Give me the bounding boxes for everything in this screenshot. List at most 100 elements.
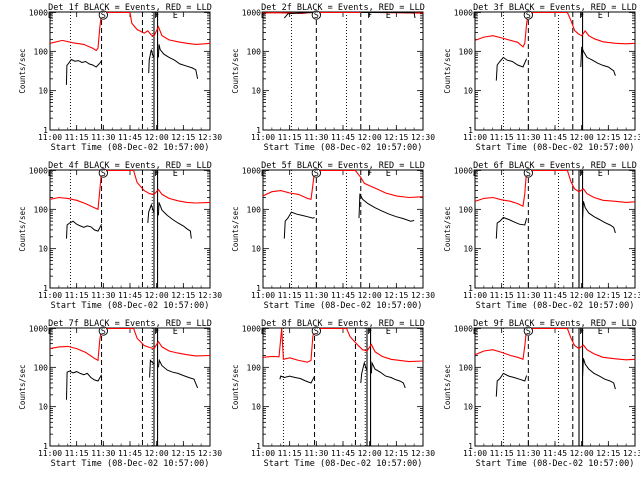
x-tick-label: 12:30 <box>411 133 435 142</box>
y-tick-label: 100 <box>34 47 49 56</box>
series-events-line <box>67 371 102 400</box>
plot-frame <box>475 170 635 288</box>
marker-label: S <box>526 169 531 179</box>
marker-label: E <box>173 327 178 337</box>
plot-data <box>50 12 210 130</box>
x-tick-label: 11:30 <box>91 449 115 458</box>
x-tick-label: 11:00 <box>38 291 62 300</box>
marker-label: E <box>48 327 53 337</box>
x-tick-label: 12:15 <box>171 133 195 142</box>
x-tick-label: 11:00 <box>38 449 62 458</box>
x-tick-label: 11:45 <box>331 291 355 300</box>
series-events-line <box>150 360 154 377</box>
y-tick-label: 10 <box>251 87 261 96</box>
marker-label: E <box>598 11 603 21</box>
x-tick-label: 12:15 <box>596 291 620 300</box>
x-tick-label: 11:45 <box>331 133 355 142</box>
series-lld-line <box>475 171 635 207</box>
x-tick-label: 11:45 <box>118 291 142 300</box>
series-events-line <box>496 218 526 239</box>
marker-label: E <box>598 327 603 337</box>
marker-label: F <box>579 11 584 21</box>
y-tick-label: 10 <box>463 403 473 412</box>
y-tick-label: 10 <box>38 87 48 96</box>
x-tick-label: 11:30 <box>91 133 115 142</box>
y-tick-label: 10 <box>38 403 48 412</box>
y-tick-label: 100 <box>459 363 474 372</box>
plot-data <box>475 170 635 288</box>
series-events-line <box>149 50 154 73</box>
plot-frame <box>263 170 423 288</box>
panel-det-4f: Det 4f BLACK = Events, RED = LLD11010010… <box>18 161 222 311</box>
x-tick-label: 12:30 <box>623 291 640 300</box>
series-events-line <box>280 376 315 383</box>
y-axis-label: Counts/sec <box>443 364 452 409</box>
x-tick-label: 11:30 <box>304 449 328 458</box>
y-axis-label: Counts/sec <box>231 48 240 93</box>
y-tick-label: 1000 <box>242 325 261 334</box>
x-tick-label: 12:30 <box>198 291 222 300</box>
panel-det-2f: Det 2f BLACK = Events, RED = LLD11010010… <box>231 3 435 153</box>
x-tick-label: 11:00 <box>38 133 62 142</box>
y-tick-label: 1000 <box>454 9 473 18</box>
series-events-line <box>158 360 197 388</box>
y-tick-label: 10 <box>251 245 261 254</box>
marker-label: E <box>173 169 178 179</box>
x-tick-label: 11:30 <box>516 449 540 458</box>
marker-label: E <box>473 169 478 179</box>
series-lld-line <box>475 13 635 47</box>
series-lld-line <box>263 329 423 363</box>
plot-frame <box>475 12 635 130</box>
y-tick-label: 10 <box>463 87 473 96</box>
series-events-line <box>158 44 197 78</box>
marker-label: S <box>101 169 106 179</box>
x-tick-label: 11:45 <box>543 133 567 142</box>
x-tick-label: 11:15 <box>490 133 514 142</box>
x-tick-label: 11:45 <box>331 449 355 458</box>
marker-label: E <box>173 11 178 21</box>
panel-det-5f: Det 5f BLACK = Events, RED = LLD 1 10 100 10… <box>231 161 435 311</box>
plot-data <box>475 12 635 130</box>
panel-det-3f: Det 3f BLACK = Events, RED = LLD 1 10 100 10… <box>443 3 640 153</box>
x-tick-label: 11:00 <box>251 133 275 142</box>
plot-frame <box>263 12 423 130</box>
marker-label: E <box>261 327 266 337</box>
x-tick-label: 11:15 <box>65 133 89 142</box>
x-tick-label: 11:30 <box>516 133 540 142</box>
x-tick-label: 12:30 <box>198 449 222 458</box>
x-tick-label: 11:30 <box>91 291 115 300</box>
plot-frame <box>50 328 210 446</box>
y-tick-label: 10 <box>463 245 473 254</box>
plot-data <box>50 170 210 288</box>
series-lld-line <box>50 329 210 361</box>
y-tick-label: 1000 <box>454 325 473 334</box>
y-tick-label: 1000 <box>29 9 48 18</box>
y-tick-label: 100 <box>34 205 49 214</box>
x-tick-label: 12:15 <box>384 133 408 142</box>
x-axis-label: Start Time (08-Dec-02 10:57:00) <box>264 301 423 311</box>
marker-label: F <box>154 169 159 179</box>
x-axis-label: Start Time (08-Dec-02 10:57:00) <box>476 143 635 153</box>
x-tick-label: 12:00 <box>145 133 169 142</box>
series-lld-line <box>50 13 210 51</box>
series-events-line <box>158 202 191 238</box>
plot-frame <box>50 12 210 130</box>
x-tick-label: 11:45 <box>543 449 567 458</box>
plot-data <box>475 328 635 446</box>
marker-label: S <box>101 327 106 337</box>
panel-det-8f: Det 8f BLACK = Events, RED = LLD 1 10 100 10… <box>231 319 435 469</box>
x-tick-label: 12:15 <box>596 133 620 142</box>
marker-label: E <box>386 169 391 179</box>
x-tick-label: 11:45 <box>118 449 142 458</box>
panel-det-7f: Det 7f BLACK = Events, RED = LLD 1 10 100 10… <box>18 319 222 469</box>
panel-det-6f: Det 6f BLACK = Events, RED = LLD11010010… <box>443 161 640 311</box>
x-tick-label: 11:15 <box>65 449 89 458</box>
x-tick-label: 11:45 <box>118 133 142 142</box>
marker-label: E <box>261 11 266 21</box>
y-tick-label: 10 <box>251 403 261 412</box>
marker-label: E <box>386 11 391 21</box>
series-events-line <box>359 194 414 222</box>
series-events-line <box>67 221 102 238</box>
x-tick-label: 12:15 <box>171 449 195 458</box>
x-axis-label: Start Time (08-Dec-02 10:57:00) <box>51 459 210 469</box>
